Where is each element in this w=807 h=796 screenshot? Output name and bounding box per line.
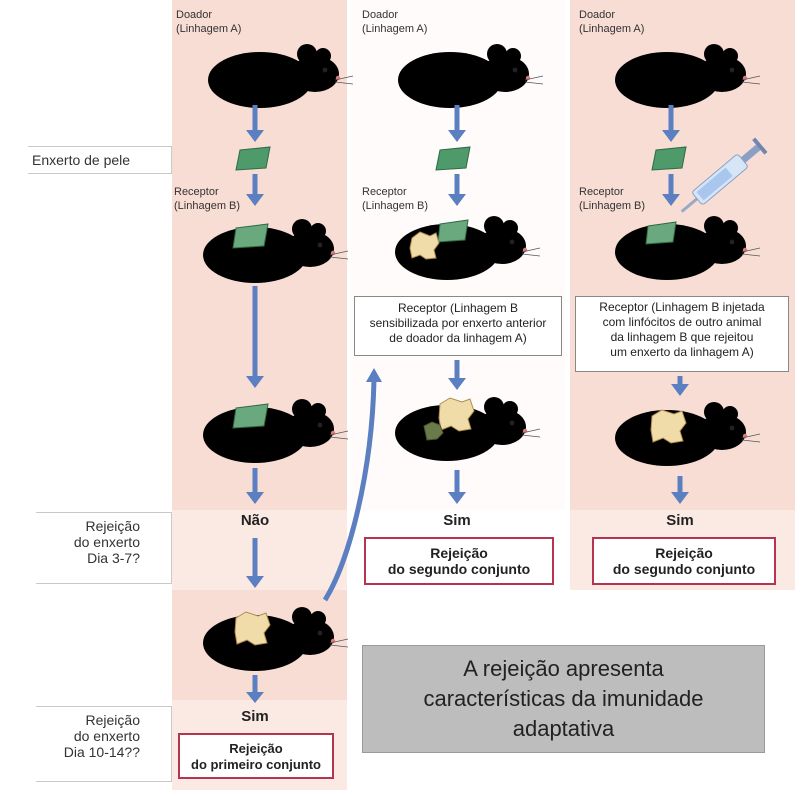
second-set-rejection-box-2: Rejeição do segundo conjunto <box>364 537 554 585</box>
result-column-3: Sim <box>666 512 694 529</box>
graft-piece-2 <box>435 146 471 171</box>
graft-rejected-2c <box>423 421 444 441</box>
graft-rejected-3b <box>650 409 687 444</box>
recipient-label-1: Receptor (Linhagem B) <box>174 186 241 212</box>
first-set-rejection-box: Rejeição do primeiro conjunto <box>178 733 334 779</box>
donor-mouse-2 <box>333 42 545 118</box>
skin-graft-label: Enxerto de pele <box>32 152 131 168</box>
graft-piece-1 <box>235 146 271 171</box>
rejection-early-label: Rejeição do enxerto Dia 3-7? <box>73 518 140 566</box>
graft-on-mouse-2 <box>437 219 469 243</box>
side-frame-skin <box>28 146 172 174</box>
recipient-label-3: Receptor (Linhagem B) <box>579 186 646 212</box>
donor-label-2: Doador (Linhagem A) <box>362 9 428 35</box>
side-frame-early <box>36 512 172 584</box>
graft-on-mouse-3 <box>645 221 677 245</box>
syringe-icon <box>680 137 768 213</box>
graft-on-mouse-1b <box>232 403 269 429</box>
rejection-late-label: Rejeição do enxerto Dia 10-14?? <box>63 712 140 760</box>
result-column-1-late: Sim <box>241 708 269 725</box>
result-column-1-early: Não <box>240 512 270 529</box>
result-column-2: Sim <box>443 512 471 529</box>
recipient-label-2: Receptor (Linhagem B) <box>362 186 429 212</box>
donor-mouse-3 <box>550 42 762 118</box>
second-set-rejection-box-3: Rejeição do segundo conjunto <box>592 537 776 585</box>
graft-rejected-2b <box>438 397 475 432</box>
note-column-3: Receptor (Linhagem B injetada com linfóc… <box>575 296 789 372</box>
graft-piece-3 <box>651 146 687 171</box>
donor-mouse-1 <box>143 42 355 118</box>
note-column-2: Receptor (Linhagem B sensibilizada por e… <box>354 296 562 356</box>
recipient-mouse-2 <box>330 214 542 290</box>
donor-label-3: Doador (Linhagem A) <box>579 9 645 35</box>
side-frame-late <box>36 706 172 782</box>
graft-on-mouse-1 <box>232 223 269 249</box>
graft-rejected-1c <box>234 611 271 646</box>
donor-label-1: Doador (Linhagem A) <box>176 9 242 35</box>
caption-box: A rejeição apresenta características da … <box>362 645 765 753</box>
graft-rejected-2 <box>409 231 440 260</box>
